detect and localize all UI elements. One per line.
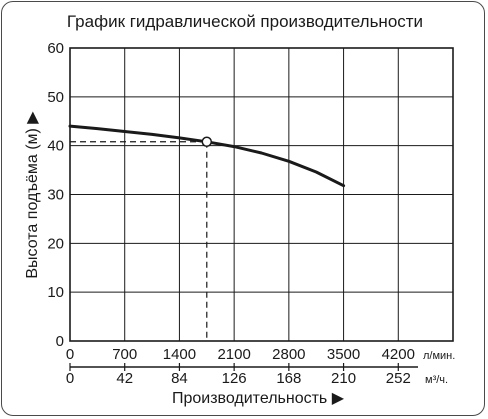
x-unit-m3h: м³/ч. bbox=[425, 374, 448, 386]
x-tick-label-m3h: 168 bbox=[276, 370, 301, 387]
y-tick-label: 40 bbox=[47, 138, 64, 155]
x-unit-lmin: л/мин. bbox=[423, 350, 455, 362]
x-tick-label-lmin: 4200 bbox=[382, 346, 415, 363]
y-tick-label: 30 bbox=[47, 187, 64, 204]
chart-title: График гидравлической производительности bbox=[67, 12, 423, 31]
y-tick-label: 0 bbox=[56, 333, 64, 350]
y-tick-label: 10 bbox=[47, 284, 64, 301]
operating-point-marker bbox=[201, 136, 213, 148]
y-axis-label: Высота подъёма (м) ▶ bbox=[24, 111, 41, 279]
x-tick-label-m3h: 84 bbox=[171, 370, 188, 387]
y-tick-label: 20 bbox=[47, 235, 64, 252]
x-tick-label-lmin: 0 bbox=[66, 346, 74, 363]
x-tick-label-lmin: 3500 bbox=[327, 346, 360, 363]
x-tick-label-m3h: 126 bbox=[222, 370, 247, 387]
x-tick-label-m3h: 210 bbox=[331, 370, 356, 387]
x-tick-label-lmin: 2100 bbox=[217, 346, 250, 363]
x-axis-label: Производительность ▶ bbox=[172, 390, 345, 407]
x-tick-label-lmin: 1400 bbox=[163, 346, 196, 363]
y-tick-label: 50 bbox=[47, 89, 64, 106]
x-tick-label-lmin: 2800 bbox=[272, 346, 305, 363]
x-tick-label-m3h: 42 bbox=[116, 370, 133, 387]
y-tick-label: 60 bbox=[47, 40, 64, 57]
x-tick-label-m3h: 0 bbox=[66, 370, 74, 387]
x-tick-label-lmin: 700 bbox=[112, 346, 137, 363]
x-tick-label-m3h: 252 bbox=[386, 370, 411, 387]
